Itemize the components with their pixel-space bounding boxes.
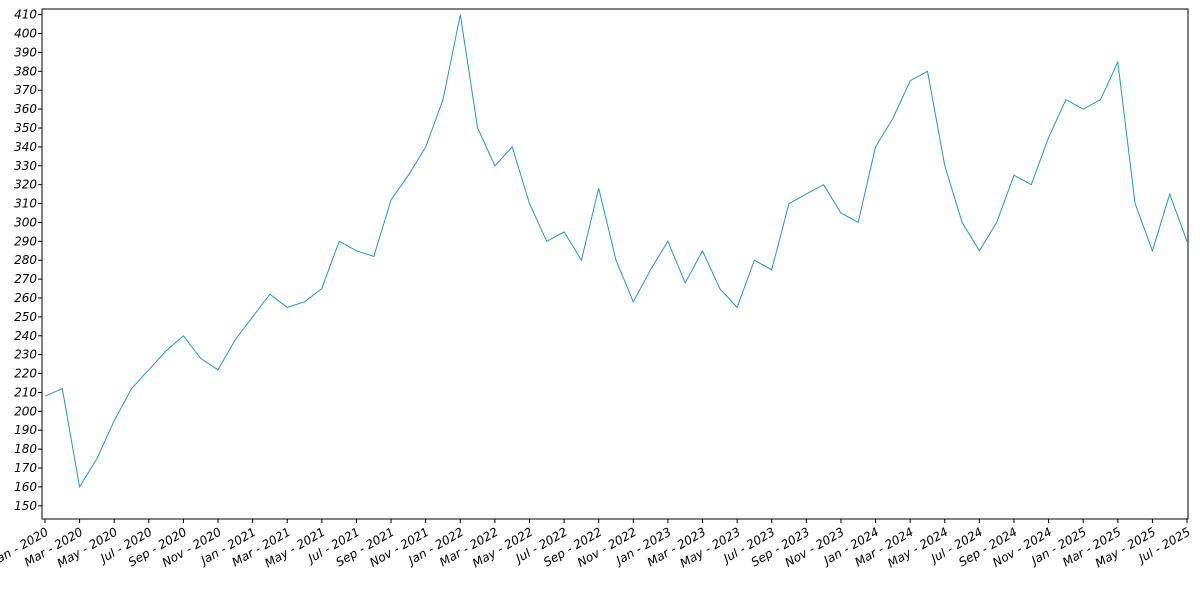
y-tick-label: 320 — [14, 178, 37, 192]
y-tick-label: 200 — [14, 404, 37, 418]
y-tick-label: 160 — [14, 480, 37, 494]
y-tick-label: 300 — [14, 215, 37, 229]
y-tick-label: 400 — [14, 27, 37, 41]
y-tick-label: 380 — [14, 64, 37, 78]
y-tick-label: 350 — [14, 121, 37, 135]
y-tick-label: 280 — [14, 253, 37, 267]
y-tick-label: 360 — [14, 102, 37, 116]
y-tick-label: 410 — [14, 8, 37, 22]
y-tick-label: 260 — [14, 291, 37, 305]
y-tick-label: 310 — [14, 197, 37, 211]
plot-frame — [41, 8, 1189, 520]
y-tick-label: 190 — [14, 423, 37, 437]
y-tick-label: 170 — [14, 461, 37, 475]
y-tick-label: 150 — [14, 499, 37, 513]
line-series — [44, 14, 1188, 489]
y-tick-label: 180 — [14, 442, 37, 456]
y-tick-label: 390 — [14, 45, 37, 59]
y-tick-label: 210 — [14, 385, 37, 399]
y-tick-label: 250 — [14, 310, 37, 324]
y-tick-label: 230 — [14, 348, 37, 362]
y-tick-label: 270 — [14, 272, 37, 286]
y-tick-label: 340 — [14, 140, 37, 154]
y-tick-label: 330 — [14, 159, 37, 173]
y-tick-label: 240 — [14, 329, 37, 343]
y-tick-label: 290 — [14, 234, 37, 248]
y-tick-label: 370 — [14, 83, 37, 97]
y-tick-label: 220 — [14, 367, 37, 381]
